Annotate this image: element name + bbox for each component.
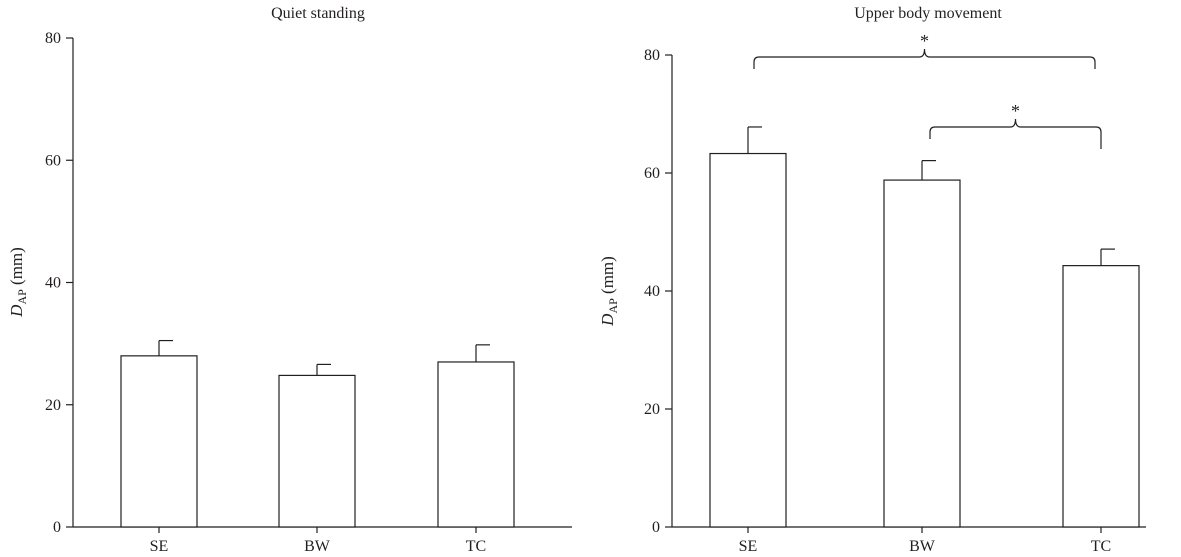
y-tick-label: 60 <box>644 165 660 182</box>
x-tick-label: TC <box>1091 538 1111 555</box>
x-tick-label: TC <box>466 538 486 555</box>
chart-title: Quiet standing <box>271 5 365 22</box>
significance-star: * <box>920 31 929 51</box>
panel-quiet-standing: Quiet standing 0 20 40 60 80 DAP (mm) SE BW TC <box>7 5 572 555</box>
bar-bw <box>278 374 356 528</box>
significance-brace <box>929 118 1102 149</box>
y-tick-label: 40 <box>644 283 660 300</box>
bar-bw <box>883 179 961 528</box>
x-tick-label: BW <box>909 538 936 555</box>
significance-star: * <box>1011 101 1020 121</box>
bar-tc <box>437 361 515 528</box>
x-tick-label: BW <box>304 538 331 555</box>
bar-se <box>709 152 787 528</box>
y-tick-label: 0 <box>652 519 660 536</box>
x-tick-label: SE <box>150 538 169 555</box>
y-tick-label: 40 <box>45 275 61 292</box>
bar-se <box>120 355 198 528</box>
y-tick-label: 80 <box>644 47 660 64</box>
significance-brace <box>753 48 1096 69</box>
chart-title: Upper body movement <box>854 5 1002 22</box>
y-tick-label: 20 <box>644 401 660 418</box>
y-tick-label: 60 <box>45 152 61 169</box>
y-tick-label: 0 <box>53 519 61 536</box>
x-tick-label: SE <box>739 538 758 555</box>
panel-upper-body-movement: Upper body movement 0 20 40 60 80 DAP (mm) SE B… <box>598 5 1146 555</box>
bar-tc <box>1062 265 1140 528</box>
y-axis-label: DAP (mm) <box>7 247 29 318</box>
y-tick-label: 20 <box>45 397 61 414</box>
y-tick-label: 80 <box>45 30 61 47</box>
y-axis-label: DAP (mm) <box>598 256 620 327</box>
